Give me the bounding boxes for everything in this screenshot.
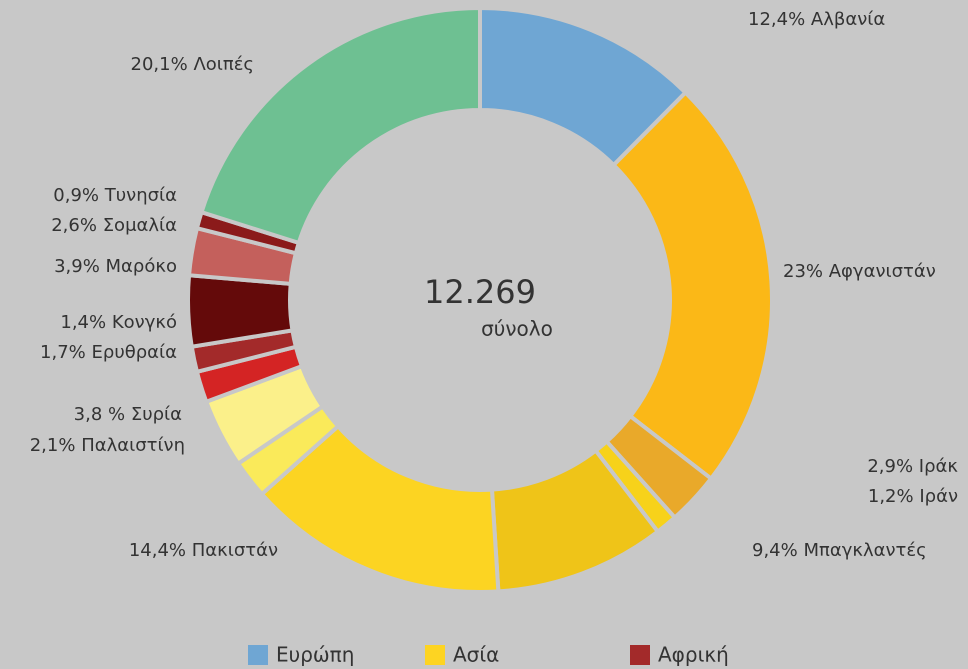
legend-swatch bbox=[425, 645, 445, 665]
center-value: 12.269 bbox=[424, 273, 536, 311]
slice-value-label: 2,1% bbox=[30, 435, 76, 456]
legend-label: Ασία bbox=[453, 643, 499, 667]
slice-category: Πακιστάν bbox=[192, 540, 278, 561]
slice-value-label: 3,8 % bbox=[74, 404, 125, 425]
legend-swatch bbox=[630, 645, 650, 665]
slice-label: 2,9% Ιράκ bbox=[867, 456, 958, 477]
slice-value-label: 3,9% bbox=[54, 256, 100, 277]
slice-label: 20,1% Λοιπές bbox=[131, 54, 254, 75]
slice-label: 9,4% Μπαγκλαντές bbox=[752, 540, 927, 561]
center-label: σύνολο bbox=[481, 317, 553, 341]
slice-value-label: 1,2% bbox=[868, 486, 914, 507]
slice-label: 1,7% Ερυθραία bbox=[40, 342, 177, 363]
slice-value-label: 20,1% bbox=[131, 54, 188, 75]
slice-category: Σομαλία bbox=[103, 215, 177, 236]
slice-value-label: 1,7% bbox=[40, 342, 86, 363]
slice-label: 1,2% Ιράν bbox=[868, 486, 958, 507]
slice-value-label: 0,9% bbox=[53, 185, 99, 206]
slice-label: 3,9% Μαρόκο bbox=[54, 256, 177, 277]
slice-label: 2,1% Παλαιστίνη bbox=[30, 435, 185, 456]
slice-category: Κονγκό bbox=[112, 312, 177, 333]
slice-label: 12,4% Αλβανία bbox=[748, 9, 885, 30]
slice-category: Συρία bbox=[131, 404, 182, 425]
slice-category: Μπαγκλαντές bbox=[803, 540, 926, 561]
slice-category: Λοιπές bbox=[193, 54, 254, 75]
slice-category: Ερυθραία bbox=[92, 342, 177, 363]
slice-label: 0,9% Τυνησία bbox=[53, 185, 177, 206]
donut-slice bbox=[198, 5, 482, 246]
slice-category: Ιράκ bbox=[919, 456, 959, 477]
slice-value-label: 2,9% bbox=[867, 456, 913, 477]
slice-value-label: 1,4% bbox=[60, 312, 106, 333]
slice-value-label: 12,4% bbox=[748, 9, 805, 30]
slice-label: 3,8 % Συρία bbox=[74, 404, 182, 425]
legend-label: Ευρώπη bbox=[276, 643, 354, 667]
legend-swatch bbox=[248, 645, 268, 665]
slice-value-label: 23% bbox=[783, 261, 829, 282]
slice-category: Παλαιστίνη bbox=[81, 435, 185, 456]
legend-label: Αφρική bbox=[658, 643, 729, 667]
slice-label: 1,4% Κονγκό bbox=[60, 312, 177, 333]
slice-value-label: 2,6% bbox=[51, 215, 97, 236]
slice-label: 23% Αφγανιστάν bbox=[783, 261, 936, 282]
slice-category: Αλβανία bbox=[811, 9, 885, 30]
slice-label: 14,4% Πακιστάν bbox=[129, 540, 278, 561]
slice-category: Τυνησία bbox=[104, 185, 177, 206]
slice-value-label: 14,4% bbox=[129, 540, 186, 561]
donut-slice bbox=[610, 89, 774, 482]
slice-label: 2,6% Σομαλία bbox=[51, 215, 177, 236]
slice-category: Αφγανιστάν bbox=[829, 261, 936, 282]
slice-category: Ιράν bbox=[919, 486, 958, 507]
slice-category: Μαρόκο bbox=[106, 256, 177, 277]
slice-value-label: 9,4% bbox=[752, 540, 798, 561]
